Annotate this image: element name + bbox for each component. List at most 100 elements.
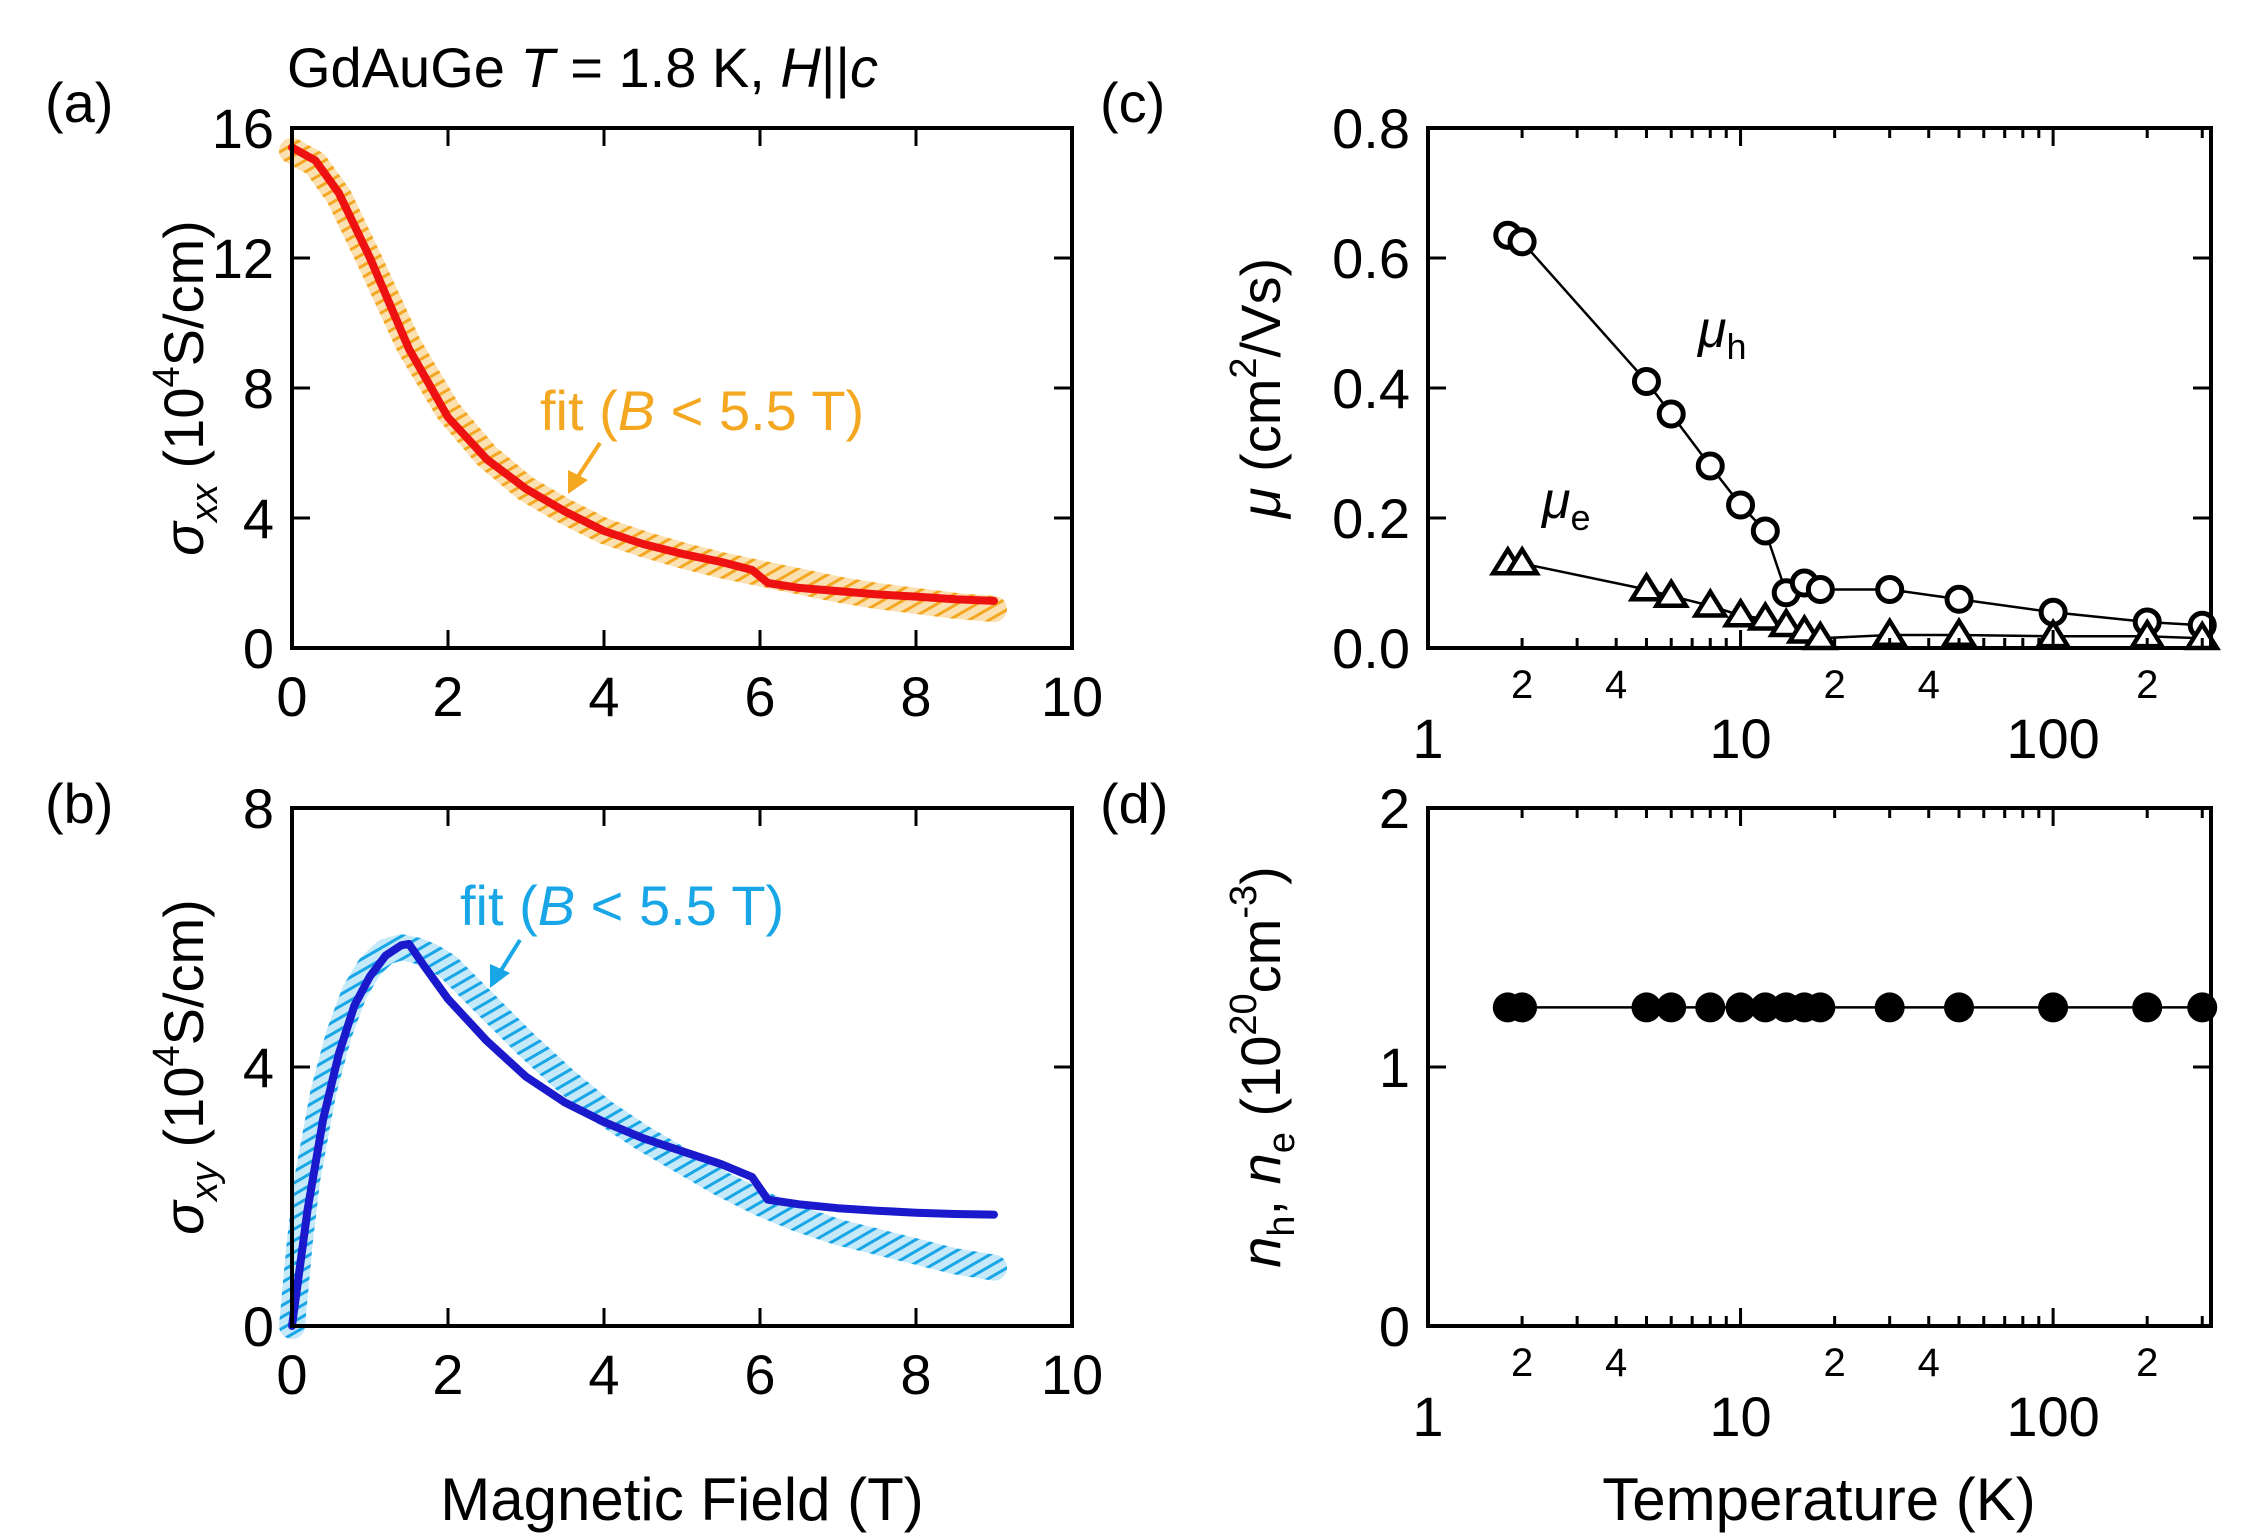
y-tick-label: 16	[212, 97, 274, 160]
marker-circle	[1631, 367, 1661, 396]
marker-filled-circle	[1507, 992, 1538, 1023]
panel-b: (b) 0 2 4 6 8 10 0 4 8 σxy (104S/cm) Magnetic Fi…	[45, 772, 1103, 1533]
y-tick-label: 0.6	[1332, 227, 1410, 290]
x-tick-label: 6	[744, 1343, 775, 1406]
marker-filled-circle	[1750, 992, 1781, 1023]
x-tick-label: 10	[1041, 665, 1103, 728]
y-tick-label: 4	[243, 487, 274, 550]
data-curve	[288, 143, 998, 605]
y-tick-label: 1	[1379, 1036, 1410, 1099]
x-minor-tick-label: 2	[1511, 663, 1533, 707]
panel-label-c: (c)	[1100, 71, 1165, 134]
panel-label-b: (b)	[45, 772, 113, 835]
marker-filled-circle	[1656, 992, 1687, 1023]
panel-a-series	[279, 137, 1007, 622]
x-tick-label: 10	[1709, 707, 1771, 770]
panel-d-frame	[1426, 806, 2213, 1328]
y-tick-label: 0	[243, 617, 274, 680]
marker-triangle	[1691, 587, 1730, 618]
x-tick-label: 10	[1709, 1385, 1771, 1448]
marker-filled-circle	[1944, 992, 1975, 1023]
series-label-mu-e: μe	[1540, 472, 1591, 538]
marker-filled-circle	[1874, 992, 1905, 1023]
marker-circle	[1944, 584, 1974, 614]
panel-c-series	[1489, 220, 2221, 651]
marker-circle	[1875, 575, 1905, 604]
y-tick-label: 8	[243, 777, 274, 840]
panel-b-ticks: 0 2 4 6 8 10 0 4 8	[243, 777, 1103, 1406]
x-minor-tick-label: 2	[1511, 1341, 1533, 1385]
marker-circle	[1507, 227, 1537, 257]
x-tick-label: 0	[276, 1343, 307, 1406]
marker-triangle	[1767, 607, 1805, 638]
x-tick-label: 1	[1412, 707, 1443, 770]
panel-d-xlabel: Temperature (K)	[1602, 1466, 2035, 1533]
panel-label-a: (a)	[45, 71, 113, 134]
x-tick-label: 1	[1412, 1385, 1443, 1448]
x-minor-tick-label: 2	[2136, 663, 2158, 707]
marker-triangle	[1503, 545, 1541, 576]
panel-a-ylabel: σxx (104S/cm)	[146, 220, 226, 556]
marker-triangle	[1652, 577, 1690, 609]
x-minor-tick-label: 2	[1824, 1341, 1846, 1385]
panel-c-frame	[1426, 126, 2213, 650]
panel-label-d: (d)	[1100, 772, 1168, 835]
y-tick-label: 0.4	[1332, 357, 1410, 420]
panel-c-ylabel: μ (cm2/Vs)	[1223, 258, 1292, 520]
y-tick-label: 0.2	[1332, 487, 1410, 550]
panel-d-ylabel: nh, ne (1020cm-3)	[1223, 866, 1303, 1268]
x-tick-label: 10	[1041, 1343, 1103, 1406]
panel-b-ylabel: σxy (104S/cm)	[146, 899, 226, 1235]
x-minor-tick-label: 2	[1824, 663, 1846, 707]
y-tick-label: 8	[243, 357, 274, 420]
x-tick-label: 2	[432, 1343, 463, 1406]
y-tick-label: 0.0	[1332, 617, 1410, 680]
marker-filled-circle	[2132, 992, 2163, 1023]
connector-line	[1507, 562, 2203, 640]
x-tick-label: 8	[900, 1343, 931, 1406]
data-curve	[288, 940, 998, 1330]
marker-triangle	[1627, 571, 1666, 602]
y-tick-label: 12	[212, 227, 274, 290]
figure-title: GdAuGe T = 1.8 K, H||c	[287, 36, 878, 99]
x-tick-label: 100	[2006, 1385, 2099, 1448]
marker-filled-circle	[1725, 992, 1756, 1023]
marker-circle	[1750, 516, 1780, 546]
annotation-arrow-b	[490, 938, 522, 988]
annotation-fit-a: fit (B < 5.5 T)	[540, 379, 864, 442]
y-tick-label: 2	[1379, 777, 1410, 840]
x-minor-tick-label: 4	[1918, 663, 1940, 707]
x-minor-tick-label: 4	[1605, 663, 1627, 707]
x-tick-label: 4	[588, 665, 619, 728]
marker-filled-circle	[1805, 992, 1836, 1023]
x-minor-tick-label: 4	[1918, 1341, 1940, 1385]
x-tick-label: 4	[588, 1343, 619, 1406]
annotation-arrow-a	[568, 441, 602, 494]
panel-b-xlabel: Magnetic Field (T)	[440, 1466, 923, 1533]
panel-d-series	[1492, 992, 2218, 1023]
marker-circle	[1695, 451, 1725, 481]
x-tick-label: 100	[2006, 707, 2099, 770]
series-label-mu-h: μh	[1696, 301, 1747, 367]
marker-circle	[1656, 399, 1686, 429]
marker-triangle	[1721, 597, 1760, 628]
marker-filled-circle	[1695, 992, 1726, 1023]
y-tick-label: 0	[243, 1295, 274, 1358]
panel-b-series	[279, 934, 1007, 1339]
marker-triangle	[1746, 600, 1785, 631]
panel-a: (a) 0 2 4 6 8 10 0 4 8 12 16 σxx (104S/cm) fit (B …	[45, 71, 1103, 728]
x-tick-label: 8	[900, 665, 931, 728]
x-tick-label: 2	[432, 665, 463, 728]
annotation-fit-b: fit (B < 5.5 T)	[460, 874, 784, 937]
x-tick-label: 0	[276, 665, 307, 728]
x-tick-label: 6	[744, 665, 775, 728]
y-tick-label: 0.8	[1332, 97, 1410, 160]
y-tick-label: 0	[1379, 1295, 1410, 1358]
marker-filled-circle	[1631, 992, 1662, 1023]
panel-c-ticks: 1 10 100 2 4 2 4 2 0.0 0.2 0.4 0.6 0.8	[1332, 97, 2211, 770]
panel-a-ticks: 0 2 4 6 8 10 0 4 8 12 16	[212, 97, 1103, 728]
fit-curve	[279, 934, 1007, 1339]
y-tick-label: 4	[243, 1036, 274, 1099]
